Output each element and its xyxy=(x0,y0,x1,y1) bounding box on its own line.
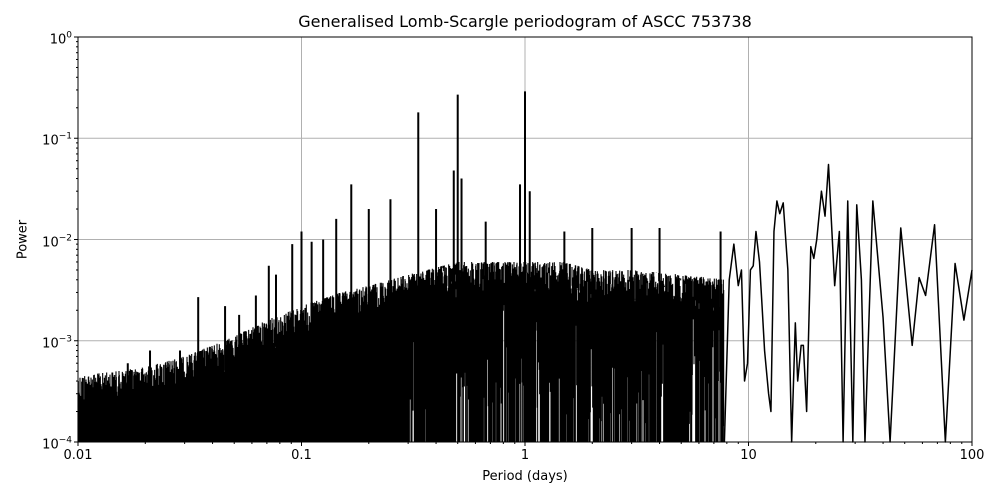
x-tick-label: 10 xyxy=(740,448,757,463)
x-tick-label: 0.1 xyxy=(291,448,312,463)
x-axis-label: Period (days) xyxy=(482,469,568,484)
y-tick-label: 10−4 xyxy=(42,435,72,453)
y-tick-label: 10−2 xyxy=(42,233,72,250)
chart-title: Generalised Lomb-Scargle periodogram of … xyxy=(298,12,752,31)
y-tick-label: 10−3 xyxy=(42,334,72,352)
y-tick-label: 100 xyxy=(49,30,72,48)
data-line xyxy=(77,91,973,443)
x-tick-label: 0.01 xyxy=(63,448,93,463)
x-tick-label: 1 xyxy=(520,448,530,463)
x-tick-label: 100 xyxy=(959,448,985,463)
y-axis-label: Power xyxy=(15,219,31,260)
y-tick-label: 10−1 xyxy=(42,131,72,149)
axes-frame xyxy=(77,36,973,443)
